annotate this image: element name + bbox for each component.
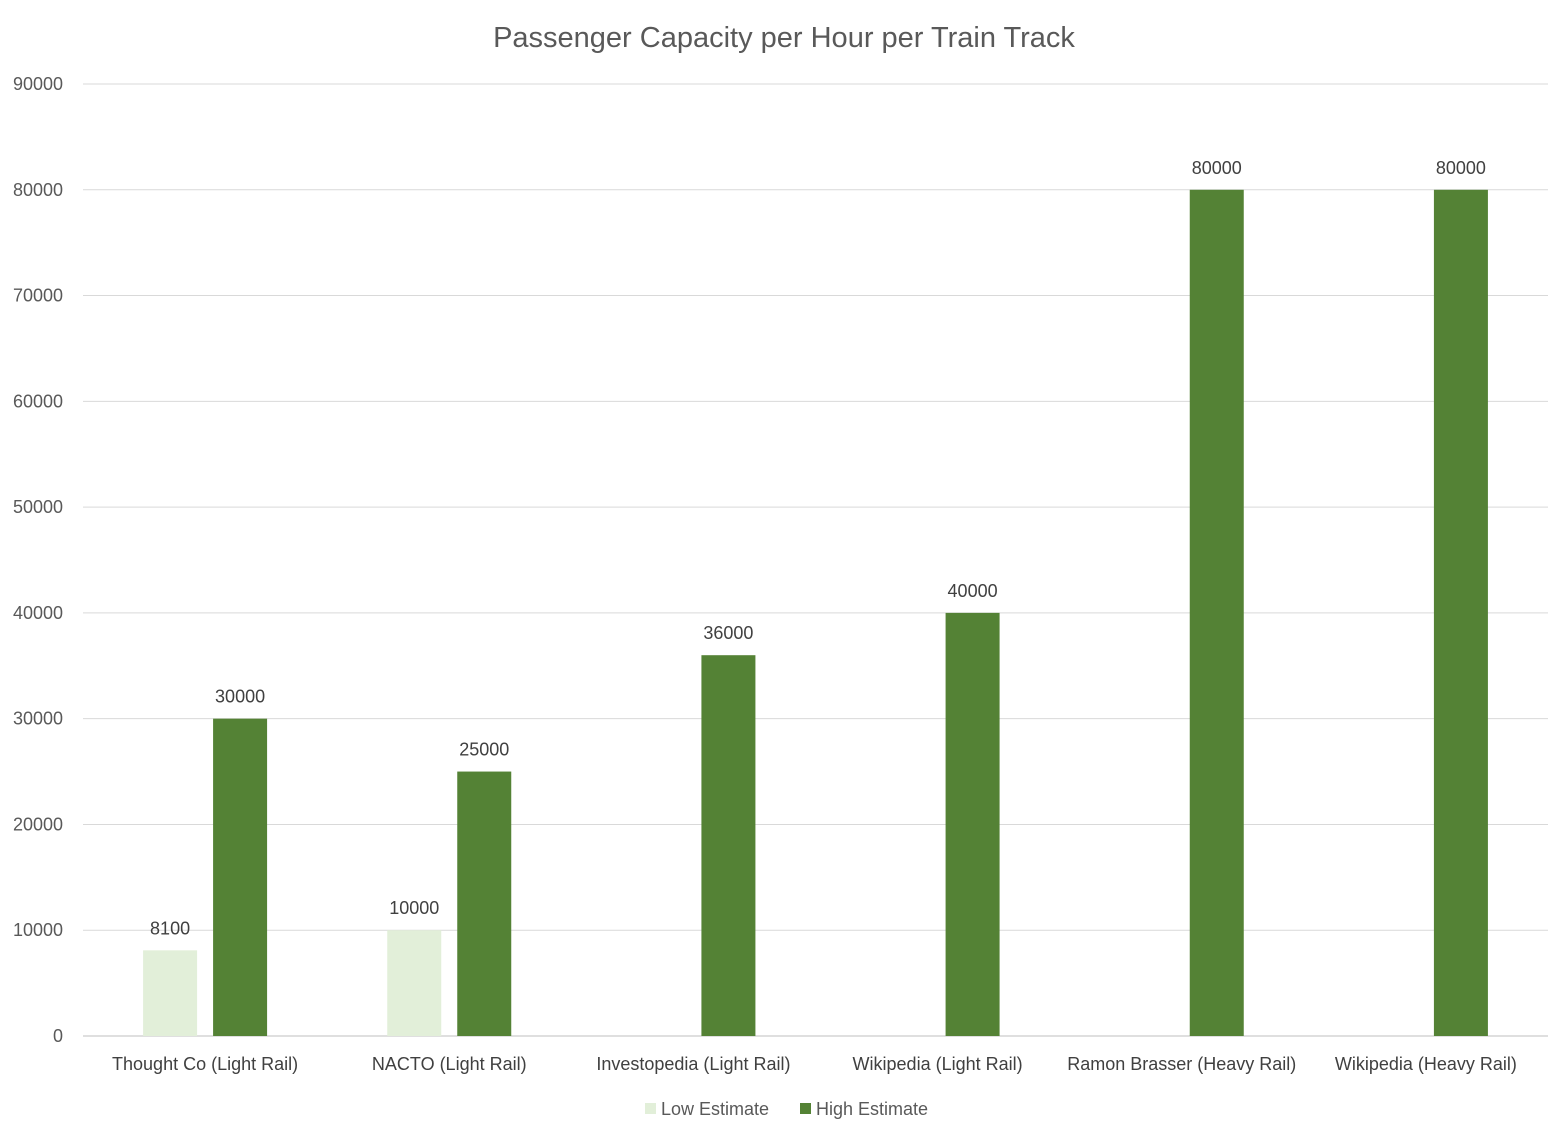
bar-high-estimate xyxy=(1189,189,1244,1036)
data-label: 10000 xyxy=(389,898,439,918)
y-tick-label: 20000 xyxy=(13,814,63,834)
data-labels: 8100 30000 10000 25000 36000 40000 80000 80000 xyxy=(150,158,1486,939)
y-tick-label: 50000 xyxy=(13,497,63,517)
legend-swatch-high-estimate xyxy=(800,1103,811,1114)
x-axis-categories: Thought Co (Light Rail) NACTO (Light Rail… xyxy=(112,1054,1517,1074)
data-label: 80000 xyxy=(1436,158,1486,178)
bar-high-estimate xyxy=(457,771,512,1036)
data-label: 36000 xyxy=(703,623,753,643)
y-axis-ticks: 0 10000 20000 30000 40000 50000 60000 70000 8000… xyxy=(13,74,63,1046)
x-category-label: Thought Co (Light Rail) xyxy=(112,1054,298,1074)
x-category-label: Wikipedia (Light Rail) xyxy=(853,1054,1023,1074)
y-tick-label: 30000 xyxy=(13,709,63,729)
x-category-label: Wikipedia (Heavy Rail) xyxy=(1335,1054,1517,1074)
bar-high-estimate xyxy=(945,612,1000,1036)
y-tick-label: 90000 xyxy=(13,74,63,94)
bar-high-estimate xyxy=(1433,189,1488,1036)
bar-high-estimate xyxy=(701,655,756,1036)
bars xyxy=(143,189,1488,1036)
legend-swatch-low-estimate xyxy=(645,1103,656,1114)
y-tick-label: 80000 xyxy=(13,180,63,200)
y-tick-label: 0 xyxy=(53,1026,63,1046)
legend: Low Estimate High Estimate xyxy=(645,1099,928,1119)
y-tick-label: 10000 xyxy=(13,920,63,940)
data-label: 25000 xyxy=(459,740,509,760)
x-category-label: NACTO (Light Rail) xyxy=(372,1054,527,1074)
bar-high-estimate xyxy=(213,718,268,1036)
y-tick-label: 70000 xyxy=(13,286,63,306)
x-category-label: Ramon Brasser (Heavy Rail) xyxy=(1067,1054,1296,1074)
y-tick-label: 60000 xyxy=(13,391,63,411)
legend-label: High Estimate xyxy=(816,1099,928,1119)
y-tick-label: 40000 xyxy=(13,603,63,623)
legend-label: Low Estimate xyxy=(661,1099,769,1119)
data-label: 40000 xyxy=(948,581,998,601)
data-label: 80000 xyxy=(1192,158,1242,178)
gridlines xyxy=(83,83,1548,1037)
chart-title: Passenger Capacity per Hour per Train Tr… xyxy=(493,22,1075,54)
data-label: 8100 xyxy=(150,918,190,938)
data-label: 30000 xyxy=(215,687,265,707)
bar-low-estimate xyxy=(387,930,442,1036)
x-category-label: Investopedia (Light Rail) xyxy=(596,1054,790,1074)
bar-low-estimate xyxy=(143,950,198,1036)
